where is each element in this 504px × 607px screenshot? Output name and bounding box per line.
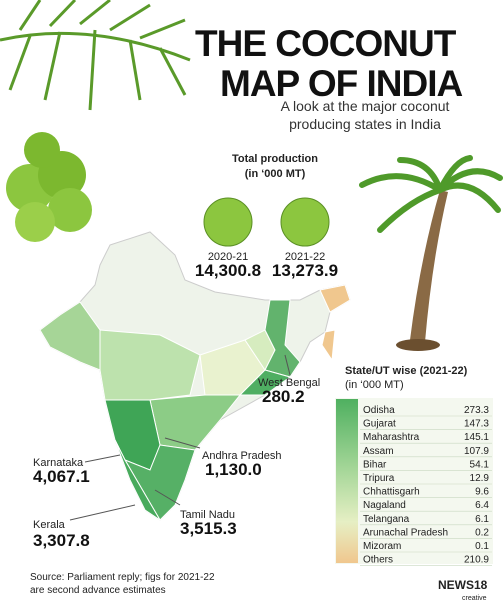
state-name: Maharashtra [363,432,420,443]
total-heading: (in ‘000 MT) [245,168,306,180]
total-value: 14,300.8 [195,261,261,280]
callout-lines [69,354,291,521]
coconut-bunch [6,132,92,242]
state-name: Gujarat [363,419,396,430]
logo: NEWS18 [438,578,488,592]
state-value: 145.1 [464,432,489,443]
state-name: Arunachal Pradesh [363,527,448,538]
coconut-icons [203,197,330,247]
state-name: Tripura [363,473,395,484]
legend-bar [336,399,358,563]
state-value: 3,515.3 [180,519,237,538]
source: are second advance estimates [30,585,166,596]
state-value: 4,067.1 [33,467,90,486]
state-name: Karnataka [33,457,84,469]
table-rows: Odisha 273.3 Gujarat 147.3 Maharashtra 145.1 A… [360,405,492,566]
year: 2021-22 [285,251,325,263]
state-value: 1,130.0 [205,460,262,479]
state-name: Telangana [363,514,410,525]
state-name: Tamil Nadu [180,509,235,521]
subtitle-line: producing states in India [289,116,441,132]
subtitle-line: A look at the major coconut [281,98,450,114]
state-value: 147.3 [464,419,489,430]
year: 2020-21 [208,251,248,263]
state-value: 0.2 [475,527,489,538]
title-line: THE COCONUT [195,23,457,64]
state-name: Assam [363,446,394,457]
india-map [39,231,351,521]
state-value: 107.9 [464,446,489,457]
total-heading: Total production [232,153,318,165]
state-value: 210.9 [464,555,489,566]
state-name: Mizoram [363,541,401,552]
state-value: 6.1 [475,514,489,525]
total-value: 13,273.9 [272,261,338,280]
source: Source: Parliament reply; figs for 2021-… [30,572,215,583]
state-value: 12.9 [470,473,490,484]
palm-frond [0,0,191,111]
state-name: Bihar [363,459,387,470]
state-name: Nagaland [363,500,406,511]
state-name: Kerala [33,519,66,531]
state-name: Andhra Pradesh [202,450,282,462]
state-value: 273.3 [464,405,489,416]
state-value: 0.1 [475,541,489,552]
table-heading: State/UT wise (2021-22) [345,365,468,377]
state-name: Odisha [363,405,395,416]
table-heading: (in ‘000 MT) [345,379,404,391]
state-value: 280.2 [262,387,305,406]
state-name: Others [363,555,393,566]
state-value: 9.6 [475,487,489,498]
logo-sub: creative [462,595,487,602]
state-value: 3,307.8 [33,531,90,550]
state-value: 6.4 [475,500,489,511]
title-line: MAP OF INDIA [220,63,462,104]
palm-tree [359,155,503,351]
state-name: West Bengal [258,377,320,389]
table-bg [335,398,493,564]
state-name: Chhattisgarh [363,487,420,498]
state-value: 54.1 [470,459,490,470]
